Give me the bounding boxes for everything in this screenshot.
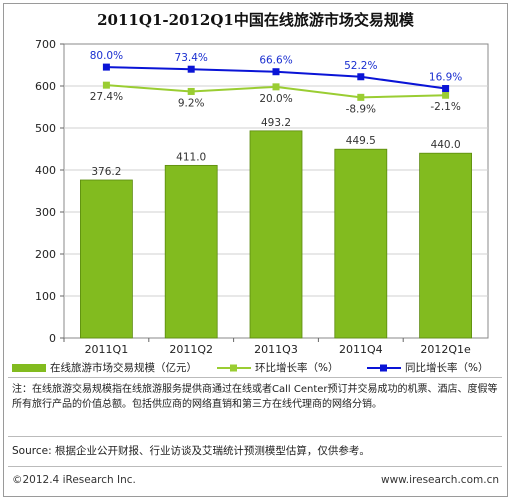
yoy-growth-label: 80.0% [90,50,123,62]
y-tick-label: 600 [35,80,56,93]
yoy-growth-label: 52.2% [344,60,377,72]
yoy-growth-label: 73.4% [175,52,208,64]
bar [164,164,218,339]
bar-value-label: 440.0 [431,139,461,151]
yoy-growth-point [357,73,365,81]
mom-growth-point [102,81,110,89]
yoy-growth-point [442,85,450,93]
divider-bottom [8,466,502,467]
legend-swatch-bar [12,363,46,372]
divider-top [8,377,502,378]
x-tick-label: 2012Q1e [420,343,471,356]
mom-growth-label: 27.4% [90,91,123,103]
legend-item-mom: 环比增长率（%） [217,360,338,375]
legend-item-yoy: 同比增长率（%） [367,360,488,375]
legend-label-yoy: 同比增长率（%） [405,362,489,374]
x-tick-label: 2011Q1 [85,343,129,356]
y-tick-label: 700 [35,38,56,51]
yoy-growth-point [102,63,110,71]
source-text: Source: 根据企业公开财报、行业访谈及艾瑞统计预测模型估算，仅供参考。 [12,445,370,457]
y-tick-label: 0 [49,332,56,345]
website-link[interactable]: www.iresearch.com.cn [380,474,499,486]
note-text: 注：在线旅游交易规模指在线旅游服务提供商通过在线或者Call Center预订并… [12,384,498,410]
y-tick-label: 100 [35,290,56,303]
y-tick-label: 200 [35,248,56,261]
copyright: ©2012.4 iResearch Inc. [12,474,136,486]
mom-growth-point [187,87,195,95]
y-tick-label: 400 [35,164,56,177]
mom-growth-label: -8.9% [346,103,376,115]
x-tick-label: 2011Q3 [254,343,298,356]
bar-value-label: 376.2 [91,166,121,178]
yoy-growth-point [187,65,195,73]
x-tick-label: 2011Q4 [339,343,383,356]
legend-swatch-mom [217,364,251,371]
yoy-growth-label: 16.9% [429,72,462,84]
bar [334,148,388,339]
mom-growth-label: 20.0% [259,93,292,105]
legend-item-bar: 在线旅游市场交易规模（亿元） [12,360,197,375]
bar [80,179,133,339]
bar-value-label: 411.0 [176,151,206,163]
chart-title: 2011Q1-2012Q1中国在线旅游市场交易规模 [97,11,414,29]
yoy-growth-label: 66.6% [259,55,292,67]
mom-growth-label: -2.1% [430,101,460,113]
mom-growth-label: 9.2% [178,97,205,109]
bar [419,152,473,339]
legend-swatch-yoy [367,364,401,371]
legend-label-mom: 环比增长率（%） [255,362,339,374]
x-tick-label: 2011Q2 [169,343,213,356]
bar-value-label: 449.5 [346,135,376,147]
mom-growth-point [442,91,450,99]
bar [249,130,303,339]
y-tick-label: 300 [35,206,56,219]
y-tick-label: 500 [35,122,56,135]
mom-growth-point [272,83,280,91]
divider-middle [8,436,502,437]
legend-label-bar: 在线旅游市场交易规模（亿元） [50,362,197,374]
bar-value-label: 493.2 [261,117,291,129]
yoy-growth-point [272,68,280,76]
mom-growth-point [357,93,365,101]
